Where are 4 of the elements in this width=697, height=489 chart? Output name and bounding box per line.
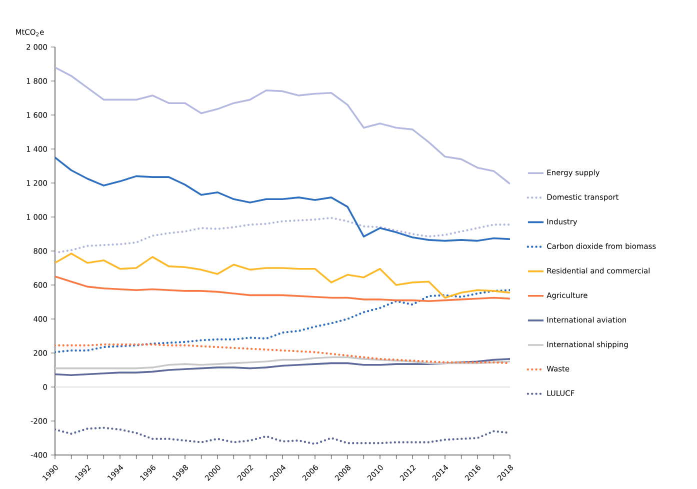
line-series bbox=[55, 216, 510, 254]
line-series bbox=[55, 252, 510, 299]
line-series bbox=[55, 289, 510, 354]
line-series bbox=[55, 156, 510, 242]
